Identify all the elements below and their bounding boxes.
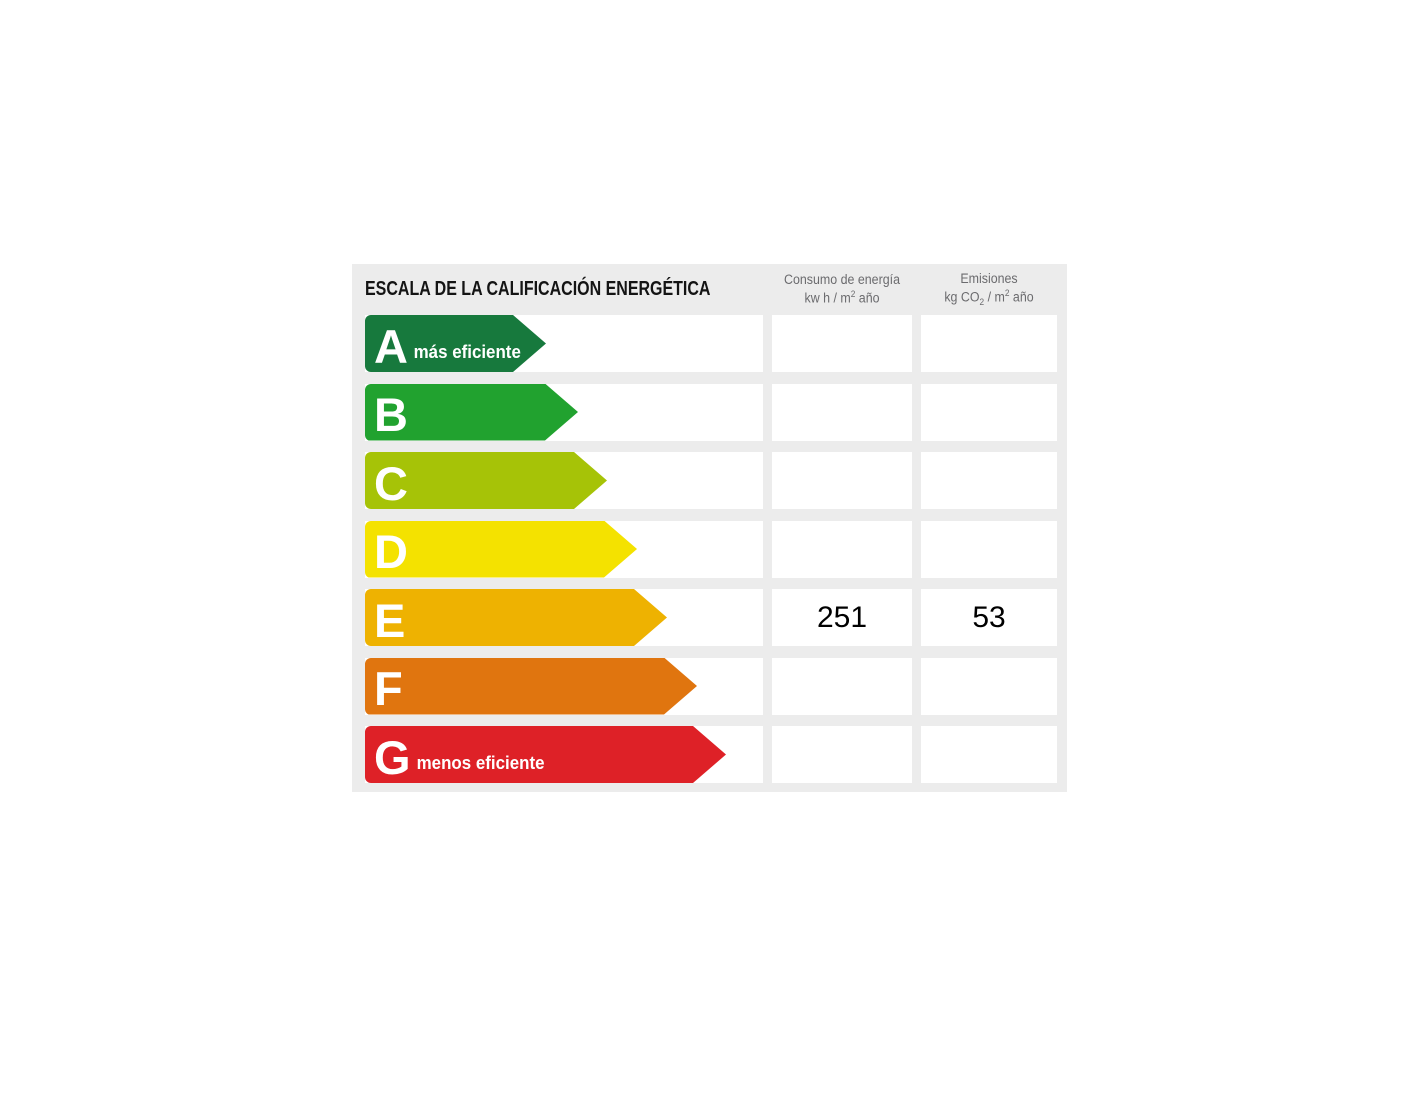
emisiones-value-a bbox=[921, 315, 1057, 372]
consumo-value-g bbox=[772, 726, 912, 783]
rating-row-c: C bbox=[352, 452, 1067, 509]
consumo-value-e: 251 bbox=[772, 589, 912, 646]
rating-note-g: menos eficiente bbox=[416, 753, 545, 773]
rating-row-g: G menos eficiente bbox=[352, 726, 1067, 783]
emisiones-column-header: Emisiones kg CO2 / m2 año bbox=[926, 271, 1051, 308]
emisiones-value-b bbox=[921, 383, 1057, 441]
consumo-value-c bbox=[772, 452, 912, 509]
rating-arrow-g: G menos eficiente bbox=[365, 726, 726, 783]
rating-arrow-d: D bbox=[365, 521, 637, 578]
rating-letter-e: E bbox=[374, 593, 406, 647]
energy-rating-scale-panel: ESCALA DE LA CALIFICACIÓN ENERGÉTICA Con… bbox=[352, 264, 1067, 792]
rating-note-b bbox=[408, 432, 414, 441]
rating-row-b: B bbox=[352, 383, 1067, 441]
rating-arrow-f: F bbox=[365, 658, 697, 715]
emisiones-value-g bbox=[921, 726, 1057, 783]
rating-letter-f: F bbox=[374, 662, 403, 716]
rating-rows: A más eficiente B C bbox=[352, 315, 1067, 783]
rating-letter-g: G bbox=[374, 730, 411, 784]
consumo-column-title: Consumo de energía bbox=[783, 272, 901, 288]
rating-letter-d: D bbox=[374, 525, 408, 579]
rating-note-f bbox=[403, 706, 409, 715]
emisiones-value-c bbox=[921, 452, 1057, 509]
rating-letter-c: C bbox=[374, 456, 408, 510]
consumo-value-a bbox=[772, 315, 912, 372]
scale-title: ESCALA DE LA CALIFICACIÓN ENERGÉTICA bbox=[365, 278, 711, 300]
bar-cell-g: G menos eficiente bbox=[365, 726, 763, 783]
rating-note-a: más eficiente bbox=[413, 342, 521, 362]
rating-letter-a: A bbox=[374, 319, 408, 373]
rating-row-f: F bbox=[352, 657, 1067, 715]
scale-header: ESCALA DE LA CALIFICACIÓN ENERGÉTICA Con… bbox=[352, 264, 1067, 315]
consumo-value-f bbox=[772, 657, 912, 715]
rating-note-c bbox=[408, 500, 414, 509]
bar-cell-e: E bbox=[365, 589, 763, 646]
consumo-column-header: Consumo de energía kw h / m2 año bbox=[778, 272, 907, 306]
bar-cell-b: B bbox=[365, 383, 763, 441]
emisiones-value-e: 53 bbox=[921, 589, 1057, 646]
rating-letter-b: B bbox=[374, 388, 408, 442]
rating-row-d: D bbox=[352, 520, 1067, 578]
bar-cell-d: D bbox=[365, 520, 763, 578]
bar-cell-f: F bbox=[365, 657, 763, 715]
emisiones-value-d bbox=[921, 520, 1057, 578]
rating-note-e bbox=[405, 637, 411, 646]
emisiones-value-f bbox=[921, 657, 1057, 715]
rating-row-a: A más eficiente bbox=[352, 315, 1067, 372]
consumo-column-unit: kw h / m2 año bbox=[804, 288, 880, 306]
consumo-value-d bbox=[772, 520, 912, 578]
rating-arrow-b: B bbox=[365, 384, 578, 441]
consumo-value-b bbox=[772, 383, 912, 441]
rating-arrow-a: A más eficiente bbox=[365, 315, 546, 372]
emisiones-column-unit: kg CO2 / m2 año bbox=[944, 287, 1034, 307]
rating-note-d bbox=[408, 569, 414, 578]
rating-arrow-c: C bbox=[365, 452, 607, 509]
rating-row-e: E 251 53 bbox=[352, 589, 1067, 646]
bar-cell-c: C bbox=[365, 452, 763, 509]
emisiones-column-title: Emisiones bbox=[960, 271, 1018, 287]
rating-arrow-e: E bbox=[365, 589, 667, 646]
bar-cell-a: A más eficiente bbox=[365, 315, 763, 372]
